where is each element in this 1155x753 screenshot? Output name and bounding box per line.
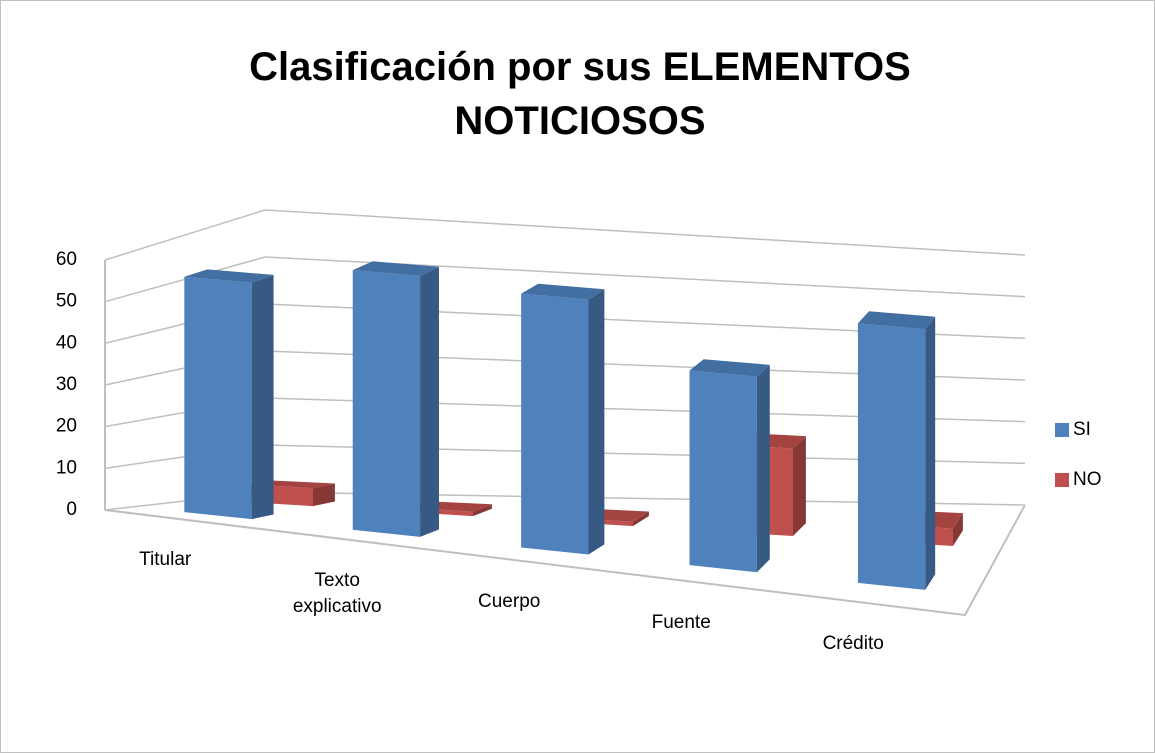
bar-side	[420, 266, 439, 537]
bar-side	[251, 274, 274, 520]
bar-side	[925, 316, 936, 590]
x-tick-label: Fuente	[651, 612, 711, 634]
bar-top	[521, 283, 605, 300]
bar-side	[633, 511, 649, 527]
bar	[689, 359, 770, 573]
bar	[352, 261, 439, 537]
bar-front	[184, 276, 252, 520]
bar-front	[521, 293, 589, 555]
y-tick-label: 60	[56, 249, 77, 270]
y-tick-label: 30	[56, 374, 77, 395]
y-tick-label: 0	[66, 499, 77, 520]
bar-side	[473, 504, 492, 517]
x-tick-label: Cuerpo	[478, 591, 541, 613]
bar-side	[588, 289, 605, 555]
bar-front	[689, 370, 757, 573]
legend-label: SI	[1073, 419, 1091, 440]
grid-line	[104, 256, 1026, 303]
bar-top	[857, 311, 936, 330]
floor-edge	[104, 504, 1026, 617]
y-tick-label: 10	[56, 457, 77, 478]
bar	[857, 311, 936, 590]
bar	[184, 269, 274, 520]
x-tick-label: Texto explicativo	[292, 570, 382, 618]
y-tick-label: 40	[56, 332, 77, 353]
bar-side	[793, 436, 806, 537]
bar-side	[313, 483, 335, 507]
bar-top	[184, 269, 274, 283]
y-tick-label: 50	[56, 291, 77, 312]
grid-line	[104, 209, 1026, 261]
bar-top	[689, 359, 770, 377]
legend-label: NO	[1073, 469, 1102, 490]
chart-title: Clasificación por sus ELEMENTOS NOTICIOS…	[249, 45, 911, 143]
bar-front	[857, 323, 926, 590]
bar	[521, 283, 605, 555]
y-tick-label: 20	[56, 416, 77, 437]
bar-side	[756, 364, 770, 573]
legend-swatch	[1055, 423, 1069, 437]
bar-top	[352, 261, 439, 277]
x-tick-label: Crédito	[822, 633, 884, 655]
legend-swatch	[1055, 473, 1069, 487]
x-tick-label: Titular	[139, 549, 192, 571]
bar-front	[352, 270, 421, 537]
bar-side	[953, 513, 963, 547]
